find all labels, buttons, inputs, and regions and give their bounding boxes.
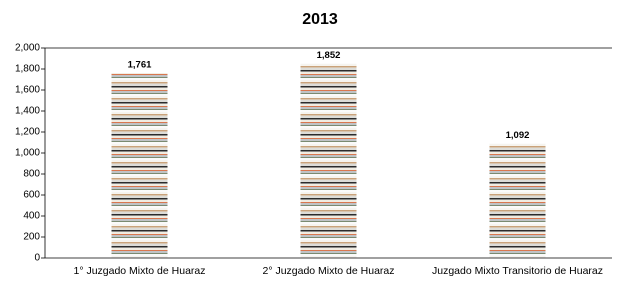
y-tick-label: 1,400 [15,106,40,117]
value-label: 1,092 [506,130,530,141]
y-tick-label: 600 [23,190,40,201]
y-tick-label: 200 [23,232,40,243]
y-tick-label: 0 [34,253,40,264]
x-tick-label: Juzgado Mixto Transitorio de Huaraz [425,265,610,277]
value-label: 1,852 [317,50,341,61]
bar [301,64,357,258]
x-tick-label: 2° Juzgado Mixto de Huaraz [236,265,421,277]
y-tick-label: 2,000 [15,43,40,54]
y-tick-label: 1,600 [15,85,40,96]
page: 2013 0 200 400 600 800 1,000 1,200 1,400 1,600 1,… [0,0,617,295]
y-tick-label: 1,000 [15,148,40,159]
bar [112,73,168,258]
y-tick-label: 400 [23,211,40,222]
bar [490,143,546,258]
value-label: 1,761 [128,60,152,71]
chart: 2013 0 200 400 600 800 1,000 1,200 1,400 1,600 1,… [0,0,617,295]
y-tick-label: 1,800 [15,64,40,75]
y-tick-label: 1,200 [15,127,40,138]
chart-title: 2013 [302,11,338,28]
y-tick-label: 800 [23,169,40,180]
x-tick-label: 1° Juzgado Mixto de Huaraz [47,265,232,277]
